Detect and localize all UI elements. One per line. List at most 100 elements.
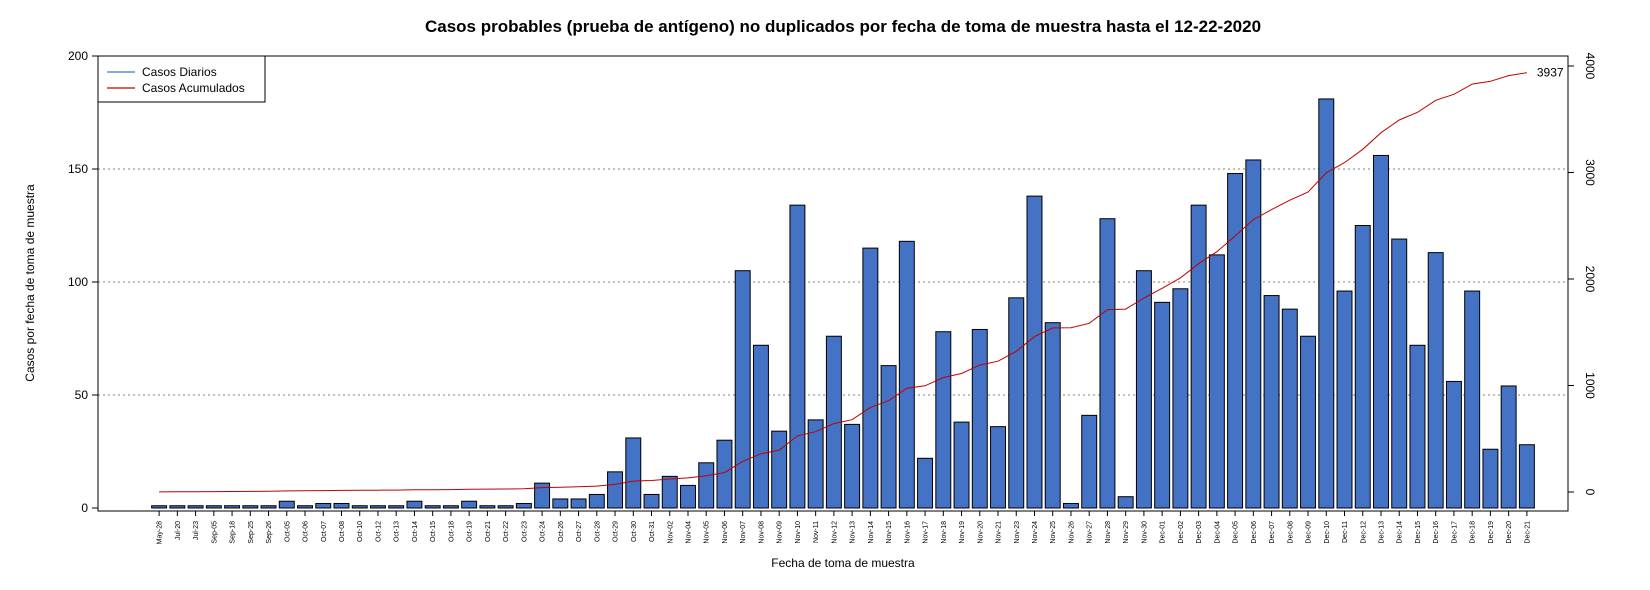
- x-tick-label: Oct-12: [375, 521, 382, 542]
- x-tick-label: Nov-25: [1050, 521, 1057, 544]
- y2-tick-label: 0: [1583, 489, 1597, 496]
- daily-bar: [807, 419, 824, 509]
- cumulative-line: [159, 72, 1527, 493]
- x-tick-label: Nov-11: [813, 521, 820, 543]
- y-tick-label: 150: [68, 162, 88, 176]
- x-axis-label: Fecha de toma de muestra: [771, 556, 915, 570]
- x-tick-label: Dec-13: [1378, 521, 1385, 544]
- x-tick-label: Oct-06: [303, 521, 310, 542]
- daily-bar: [1518, 444, 1535, 509]
- x-tick-label: Nov-21: [996, 521, 1003, 544]
- daily-bar: [1208, 254, 1225, 509]
- daily-bar: [862, 247, 879, 509]
- x-tick-label: May-28: [157, 521, 164, 544]
- daily-bar: [1336, 290, 1353, 509]
- daily-bar: [1500, 385, 1517, 509]
- daily-bar: [752, 344, 769, 509]
- x-tick-label: Dec-14: [1397, 521, 1404, 544]
- x-tick-label: Nov-06: [722, 521, 729, 544]
- daily-bar: [971, 328, 988, 509]
- daily-bar: [1172, 288, 1189, 509]
- x-tick-label: Nov-18: [941, 521, 948, 544]
- daily-bar: [424, 505, 441, 509]
- daily-bar: [1354, 225, 1371, 509]
- daily-bar: [297, 505, 313, 509]
- daily-bar: [388, 505, 405, 509]
- daily-bar: [442, 505, 459, 509]
- daily-bar: [990, 426, 1006, 509]
- daily-bar: [315, 502, 332, 509]
- x-tick-label: Sep-25: [248, 521, 255, 544]
- x-tick-label: Nov-08: [758, 521, 765, 544]
- x-tick-label: Oct-31: [649, 521, 656, 542]
- y2-tick-label: 4000: [1583, 53, 1597, 80]
- x-tick-label: Oct-21: [485, 521, 492, 542]
- daily-bar: [552, 498, 569, 509]
- x-tick-label: Nov-10: [795, 521, 802, 544]
- daily-bar: [1190, 204, 1207, 509]
- x-tick-label: Nov-16: [904, 521, 911, 544]
- daily-bar: [953, 421, 970, 509]
- daily-bar: [1409, 344, 1426, 509]
- daily-bar: [1281, 308, 1298, 509]
- x-tick-label: Dec-01: [1160, 521, 1167, 544]
- x-axis: May-28 Jul-20 Jul-23 Sep-05 Sep-18 Sep-25 Sep-…: [157, 511, 1531, 544]
- x-tick-label: Oct-15: [430, 521, 437, 542]
- x-tick-label: Dec-05: [1233, 521, 1240, 544]
- daily-bar: [1081, 414, 1098, 509]
- x-tick-label: Nov-23: [1014, 521, 1021, 544]
- daily-bar: [698, 462, 715, 509]
- daily-bar: [771, 430, 788, 509]
- x-tick-label: Nov-13: [850, 521, 857, 544]
- daily-bar: [661, 475, 678, 509]
- daily-bar: [1464, 290, 1481, 509]
- daily-bar: [625, 437, 642, 509]
- daily-bar: [151, 505, 168, 509]
- daily-bar: [169, 505, 186, 509]
- x-tick-label: Dec-17: [1451, 521, 1458, 544]
- x-tick-label: Oct-08: [339, 521, 346, 542]
- y2-tick-label: 3000: [1583, 159, 1597, 186]
- x-tick-label: Oct-18: [448, 521, 455, 542]
- daily-bar: [680, 484, 696, 509]
- y-axis-right: 0 1000 2000 3000 4000: [1567, 53, 1597, 496]
- x-tick-label: Nov-09: [777, 521, 784, 544]
- x-tick-label: Dec-19: [1488, 521, 1495, 544]
- x-tick-label: Dec-18: [1470, 521, 1477, 544]
- x-tick-label: Nov-02: [667, 521, 674, 544]
- daily-bar: [1482, 448, 1499, 509]
- daily-bar: [497, 505, 514, 509]
- x-tick-label: Dec-04: [1214, 521, 1221, 544]
- daily-bar: [333, 502, 350, 509]
- x-tick-label: Nov-30: [1141, 521, 1148, 544]
- x-tick-label: Nov-12: [831, 521, 838, 544]
- daily-bar: [351, 505, 368, 509]
- daily-bar: [515, 502, 532, 509]
- daily-bar: [1117, 496, 1134, 509]
- daily-bar: [224, 505, 241, 509]
- daily-bar: [278, 500, 295, 509]
- x-tick-label: Nov-24: [1032, 521, 1039, 544]
- daily-bar: [935, 331, 952, 509]
- daily-bar: [187, 505, 204, 509]
- daily-bar: [205, 505, 222, 509]
- legend-label-daily: Casos Diarios: [142, 65, 217, 79]
- daily-bar: [789, 204, 806, 509]
- x-tick-label: Dec-07: [1269, 521, 1276, 544]
- x-tick-label: Dec-09: [1306, 521, 1313, 544]
- legend: Casos Diarios Casos Acumulados: [97, 55, 266, 103]
- y-tick-label: 50: [75, 388, 89, 402]
- legend-label-cumulative: Casos Acumulados: [142, 81, 245, 95]
- x-tick-label: Oct-29: [613, 521, 620, 542]
- y-tick-label: 0: [81, 501, 88, 515]
- x-tick-label: Dec-08: [1287, 521, 1294, 544]
- daily-bar: [242, 505, 259, 509]
- x-tick-label: Dec-20: [1506, 521, 1513, 544]
- cumulative-end-label: 3937: [1537, 66, 1564, 80]
- x-tick-label: Sep-05: [211, 521, 218, 544]
- x-tick-label: Oct-05: [284, 521, 291, 542]
- y-axis-left: 0 50 100 150 200: [68, 49, 99, 515]
- daily-bar: [1263, 295, 1280, 509]
- y-tick-label: 200: [68, 49, 88, 63]
